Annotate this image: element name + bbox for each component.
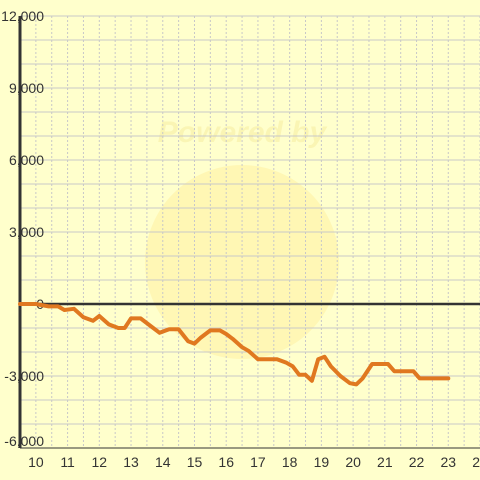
x-tick-label: 13 xyxy=(123,454,139,470)
x-tick-label: 20 xyxy=(345,454,361,470)
x-tick-label: 22 xyxy=(409,454,425,470)
x-tick-label: 10 xyxy=(28,454,44,470)
x-tick-labels: 10 11 12 13 14 15 16 17 18 19 20 21 22 23 24 xyxy=(28,454,480,470)
x-tick-label: 15 xyxy=(187,454,203,470)
y-tick-label: 6,000 xyxy=(9,152,44,168)
x-tick-label: 11 xyxy=(60,454,75,470)
x-tick-label: 23 xyxy=(440,454,456,470)
y-tick-label: 12,000 xyxy=(1,8,44,24)
x-tick-label: 21 xyxy=(377,454,393,470)
x-tick-label: 14 xyxy=(155,454,171,470)
x-tick-label: 12 xyxy=(92,454,108,470)
x-tick-label: 24 xyxy=(472,454,480,470)
y-tick-label: 9,000 xyxy=(9,80,44,96)
y-tick-label: -6,000 xyxy=(4,433,44,449)
x-tick-label: 19 xyxy=(314,454,330,470)
series-layer xyxy=(18,302,451,387)
x-tick-label: 16 xyxy=(218,454,234,470)
axes xyxy=(18,16,480,449)
y-tick-label: 3,000 xyxy=(9,224,44,240)
y-tick-label: -3,000 xyxy=(4,368,44,384)
grid xyxy=(20,15,480,449)
x-tick-label: 17 xyxy=(250,454,266,470)
series-line xyxy=(18,302,451,387)
watermark-text: Powered by xyxy=(158,116,328,149)
x-tick-label: 18 xyxy=(282,454,298,470)
